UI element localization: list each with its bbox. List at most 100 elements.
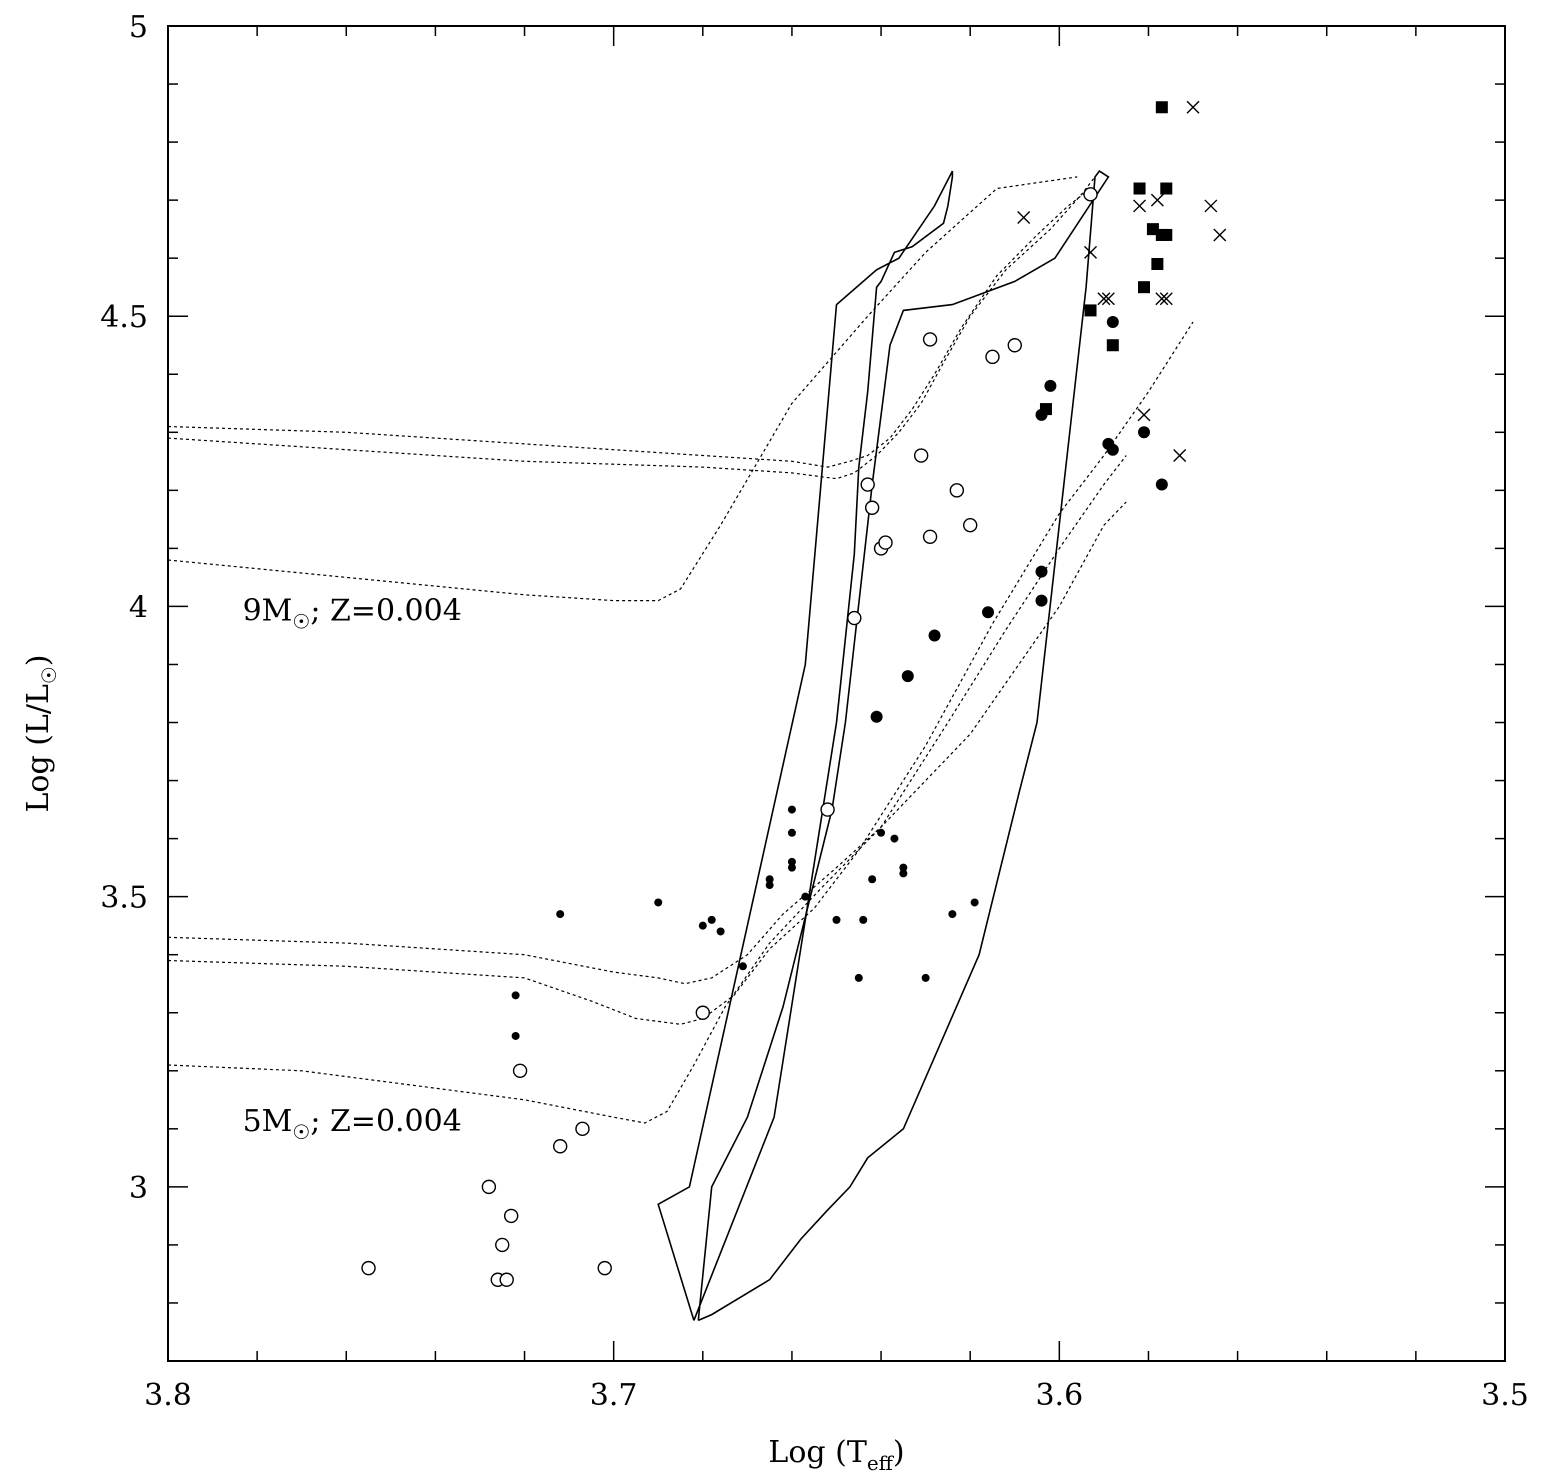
axis-ticks xyxy=(167,25,1506,1362)
point-small-dot xyxy=(556,910,565,919)
point-small-dot xyxy=(698,921,707,930)
point-filled-circle xyxy=(1155,478,1168,491)
point-small-dot xyxy=(868,875,877,884)
point-small-dot xyxy=(854,973,863,982)
y-axis-label-sun: ☉ xyxy=(37,666,61,684)
point-open-circle xyxy=(481,1179,497,1195)
point-open-circle xyxy=(820,802,835,817)
point-cross xyxy=(1097,292,1111,306)
point-small-dot xyxy=(787,857,796,866)
point-open-circle xyxy=(985,349,1000,365)
point-filled-square xyxy=(1133,182,1146,195)
cross-stroke xyxy=(1137,408,1151,422)
point-open-circle xyxy=(949,483,965,498)
cross-stroke xyxy=(1084,245,1098,259)
point-filled-circle xyxy=(982,606,995,619)
point-small-dot xyxy=(654,898,663,907)
point-cross xyxy=(1150,193,1164,207)
point-cross xyxy=(1213,228,1227,242)
point-filled-circle xyxy=(901,670,914,683)
point-filled-circle xyxy=(928,629,941,642)
point-open-circle xyxy=(864,500,880,515)
cross-stroke xyxy=(1186,100,1200,114)
y-tick-label: 3.5 xyxy=(100,881,148,916)
x-tick-label: 3.6 xyxy=(1035,1378,1083,1413)
point-open-circle xyxy=(878,535,893,550)
point-small-dot xyxy=(948,910,957,919)
cross-stroke xyxy=(1155,292,1169,306)
point-filled-circle xyxy=(1035,594,1048,607)
point-small-dot xyxy=(890,834,899,843)
point-small-dot xyxy=(921,973,930,982)
point-open-circle xyxy=(1083,187,1098,202)
point-open-circle xyxy=(512,1063,528,1078)
annotation-mass: 5M xyxy=(243,1104,293,1139)
point-open-circle xyxy=(495,1237,510,1253)
point-small-dot xyxy=(787,863,796,872)
point-open-circle xyxy=(597,1260,612,1276)
point-small-dot xyxy=(765,881,774,890)
point-small-dot xyxy=(877,828,886,837)
point-open-circle xyxy=(1007,338,1022,353)
x-tick-label: 3.7 xyxy=(590,1378,638,1413)
point-cross xyxy=(1173,449,1187,463)
y-tick-label: 5 xyxy=(129,10,148,45)
point-small-dot xyxy=(511,1031,520,1040)
point-cross xyxy=(1186,100,1200,114)
point-filled-square xyxy=(1155,101,1168,114)
point-small-dot xyxy=(511,991,520,1000)
cross-stroke xyxy=(1213,228,1227,242)
point-open-circle xyxy=(847,610,862,626)
annotation-sun-symbol: ☉ xyxy=(292,609,310,633)
y-axis-label-close: ) xyxy=(21,654,56,666)
point-filled-circle xyxy=(1106,316,1119,329)
point-filled-square xyxy=(1151,257,1164,270)
point-filled-circle xyxy=(1035,565,1048,578)
point-cross xyxy=(1159,292,1173,306)
point-open-circle xyxy=(552,1139,568,1154)
point-filled-circle xyxy=(870,710,883,723)
point-open-circle xyxy=(913,448,929,463)
evolutionary-tracks xyxy=(167,170,1194,1322)
point-open-circle xyxy=(695,1005,710,1020)
point-cross xyxy=(1017,211,1031,225)
point-filled-square xyxy=(1160,228,1173,241)
point-small-dot xyxy=(899,863,908,872)
annotation-rest: ; Z=0.004 xyxy=(310,593,462,628)
axis-tick-labels: 3.8 3.7 3.6 3.5 3 3.5 4 4.5 5 xyxy=(100,10,1529,1413)
point-filled-square xyxy=(1106,339,1119,352)
cross-stroke xyxy=(1150,193,1164,207)
y-tick-label: 3 xyxy=(129,1171,148,1206)
y-axis-label: Log (L/L☉) xyxy=(21,654,61,812)
x-axis-label: Log (Teff) xyxy=(768,1435,904,1475)
point-small-dot xyxy=(738,962,747,971)
point-small-dot xyxy=(787,828,796,837)
point-open-circle xyxy=(963,517,978,533)
point-filled-square xyxy=(1160,182,1173,195)
plot-frame xyxy=(167,25,1506,1362)
point-small-dot xyxy=(707,915,716,924)
cross-stroke xyxy=(1133,199,1147,213)
point-small-dot xyxy=(716,927,725,936)
point-cross xyxy=(1137,408,1151,422)
point-small-dot xyxy=(899,869,908,878)
point-open-circle xyxy=(860,477,875,492)
point-cross xyxy=(1101,292,1115,306)
cross-stroke xyxy=(1173,449,1187,463)
point-cross xyxy=(1155,292,1169,306)
point-cross xyxy=(1204,199,1218,213)
point-open-circle xyxy=(922,332,938,347)
point-small-dot xyxy=(765,875,774,884)
point-filled-square xyxy=(1039,403,1052,416)
point-open-circle xyxy=(922,529,938,544)
evolutionary-track-6 xyxy=(167,455,1127,1124)
y-tick-label: 4.5 xyxy=(100,300,148,335)
instability-strip-2 xyxy=(657,170,954,1321)
evolutionary-track-3 xyxy=(167,176,1078,602)
point-filled-square xyxy=(1084,304,1097,317)
cross-stroke xyxy=(1097,292,1111,306)
point-small-dot xyxy=(787,805,796,814)
point-small-dot xyxy=(832,915,841,924)
x-tick-label: 3.8 xyxy=(144,1378,192,1413)
annotation-9msun: 9M☉; Z=0.004 xyxy=(243,593,462,633)
